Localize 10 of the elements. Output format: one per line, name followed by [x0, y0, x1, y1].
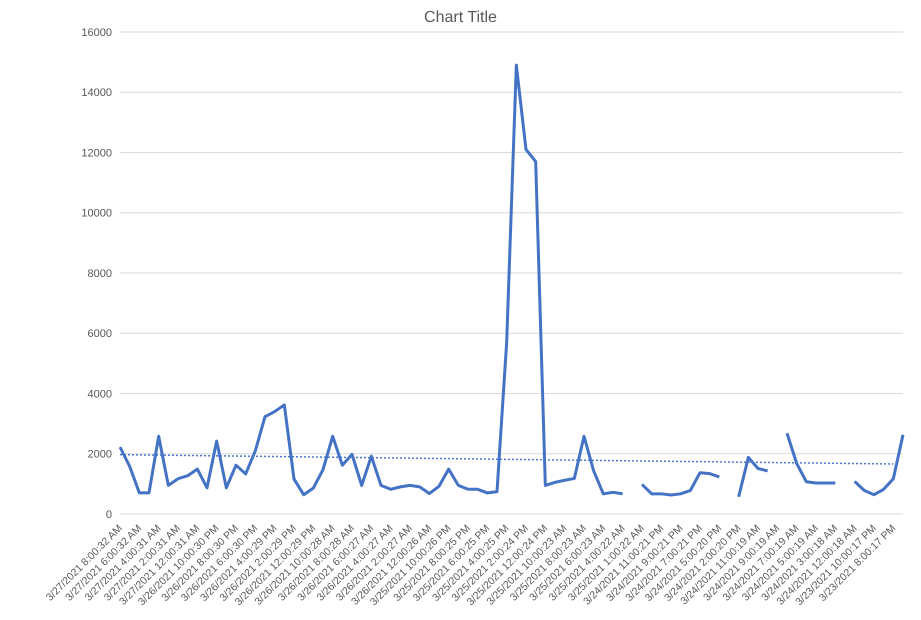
y-tick-label: 8000 [88, 268, 112, 280]
chart-title: Chart Title [423, 8, 498, 28]
y-tick-label: 14000 [81, 87, 112, 100]
y-tick-label: 4000 [88, 388, 112, 400]
y-tick-label: 2000 [88, 448, 112, 461]
y-tick-label: 10000 [81, 208, 112, 220]
y-tick-label: 12000 [81, 147, 112, 160]
y-tick-label: 16000 [81, 26, 112, 39]
y-tick-label: 6000 [88, 328, 112, 340]
y-tick-label: 0 [106, 508, 112, 521]
